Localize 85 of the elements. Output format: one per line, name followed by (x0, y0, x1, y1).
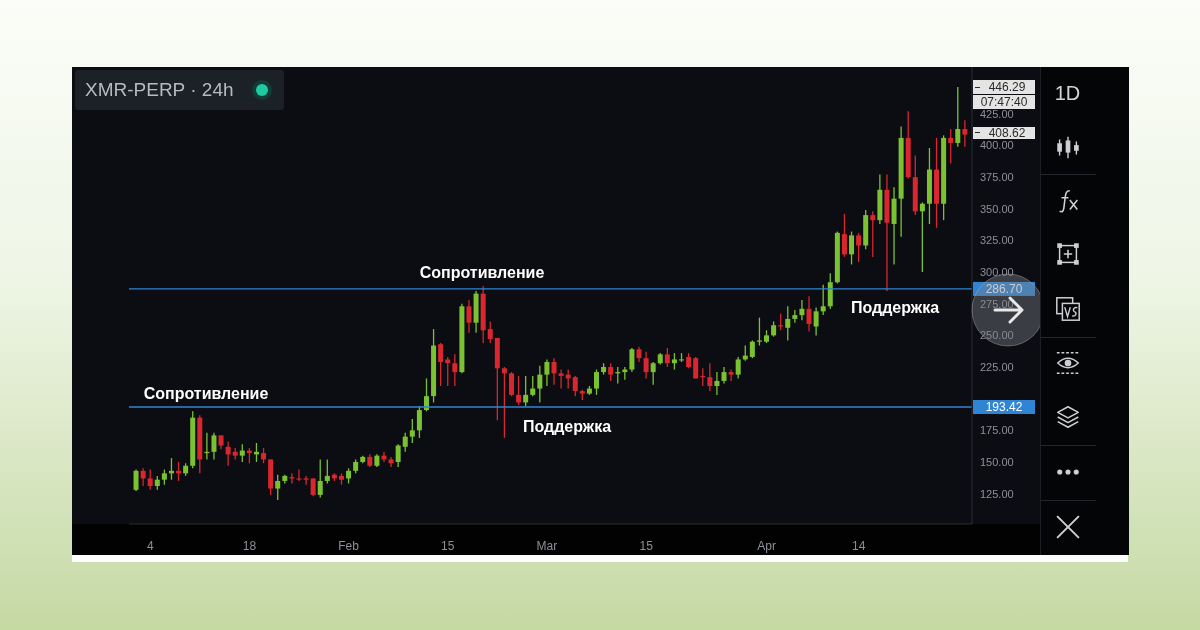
y-tick-label: 275.00 (980, 297, 1014, 310)
candlestick (707, 362, 713, 392)
candlestick (841, 213, 847, 258)
x-tick-label: 18 (242, 538, 257, 553)
candlestick (275, 473, 281, 501)
candlestick (735, 356, 741, 380)
candlestick (509, 371, 514, 397)
candlestick (211, 432, 217, 461)
candlestick (849, 230, 855, 266)
candlestick (544, 358, 550, 387)
y-tick-label: 250.00 (980, 329, 1014, 342)
candlestick (919, 201, 925, 273)
text: 1D (1053, 81, 1082, 105)
candlestick (756, 317, 762, 347)
x-tick-label: Apr (757, 538, 776, 553)
candlestick (856, 232, 862, 263)
y-tick-label: 125.00 (980, 487, 1014, 500)
y-tick-label: 225.00 (980, 360, 1014, 373)
candlestick (516, 375, 522, 406)
x-tick-label: 15 (639, 538, 654, 553)
candlestick (452, 353, 458, 387)
candlestick (962, 119, 968, 148)
annotation: Сопротивление (143, 385, 269, 403)
candlestick (728, 368, 734, 382)
candlestick (466, 299, 472, 334)
candlestick (955, 86, 961, 148)
candlestick (870, 210, 876, 258)
text: XMR-PERP · 24h (85, 79, 234, 101)
candlestick (416, 405, 422, 439)
annotation: Сопротивление (419, 264, 545, 282)
candlestick (303, 475, 309, 486)
candlestick (402, 432, 408, 453)
candlestick (445, 356, 451, 387)
candlestick (572, 375, 578, 397)
ref-line-label: 193.42 (985, 400, 1023, 414)
x-tick-label: Feb (338, 538, 360, 553)
annotation: Поддержка (522, 418, 612, 436)
y-tick-label: 300.00 (980, 265, 1014, 278)
candlestick (317, 458, 323, 499)
annotation: Поддержка (850, 299, 940, 317)
candlestick (324, 458, 330, 485)
candlestick (558, 368, 564, 390)
candlestick (133, 468, 139, 492)
text: 408.62 (973, 125, 1035, 140)
candlestick (147, 468, 153, 491)
candlestick (501, 366, 507, 439)
candlestick (388, 456, 394, 468)
candlestick (813, 306, 819, 337)
candlestick (799, 299, 805, 321)
candlestick (487, 320, 493, 344)
candlestick (296, 468, 302, 482)
candlestick (523, 375, 529, 407)
candlestick (792, 309, 798, 324)
candlestick (785, 305, 791, 342)
candlestick (438, 342, 444, 387)
candlestick (409, 418, 415, 444)
candlestick (806, 295, 812, 333)
candlestick (140, 467, 146, 487)
candlestick (225, 441, 231, 467)
text: 446.29 (973, 80, 1035, 94)
candlestick (537, 365, 543, 404)
text: 07:47:40 (973, 94, 1035, 109)
candlestick (551, 357, 557, 386)
candlestick (594, 368, 599, 396)
candlestick (820, 284, 826, 316)
y-tick-label: 400.00 (980, 139, 1014, 152)
x-tick-label: Mar (536, 538, 558, 553)
y-tick-label: 150.00 (980, 455, 1014, 468)
candlestick (629, 347, 635, 373)
candlestick (530, 375, 536, 397)
ref-line-label: 286.70 (985, 281, 1023, 296)
candlestick (948, 128, 954, 164)
candlestick (650, 361, 656, 386)
x-tick-label: 4 (146, 538, 154, 553)
y-tick-label: 425.00 (980, 107, 1014, 120)
y-tick-label: 325.00 (980, 234, 1014, 247)
candlestick (395, 443, 401, 468)
candlestick (714, 371, 720, 396)
candlestick (643, 351, 649, 380)
y-tick-label: 350.00 (980, 202, 1014, 215)
y-tick-label: 175.00 (980, 424, 1014, 437)
y-tick-label: 375.00 (980, 171, 1014, 184)
x-tick-label: 15 (441, 538, 455, 553)
x-tick-label: 14 (851, 538, 866, 553)
candlestick (664, 347, 670, 368)
